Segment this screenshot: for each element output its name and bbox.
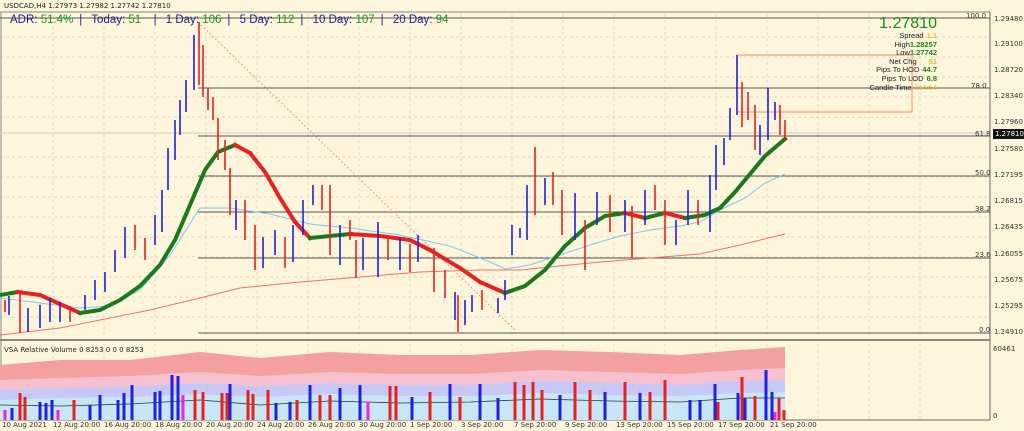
x-tick: 3 Sep 20:00 [461, 421, 504, 429]
x-tick: 10 Aug 2021 [2, 421, 47, 429]
adr-bar: ADR: 51.4% | Today: 51 | 1 Day: 106 | 5 Da… [10, 14, 449, 26]
x-tick: 15 Sep 20:00 [667, 421, 714, 429]
y-tick: 1.28340 [994, 92, 1023, 100]
y-tick: 1.26055 [994, 250, 1023, 258]
day5-value: 112 [276, 14, 295, 26]
fib-levels [0, 17, 990, 334]
vsa-indicator-title: VSA Relative Volume 0 8253 0 0 0 8253 [4, 346, 144, 354]
fib-label-78: 78.0 [971, 82, 987, 90]
fib-label-0: 0.0 [979, 326, 991, 334]
lod-label: Pips To LOD [881, 73, 924, 83]
candle-label: Candle Time [869, 82, 912, 92]
y-tick: 1.26815 [994, 197, 1023, 205]
symbol-ohlc: USDCAD,H4 1.27973 1.27982 1.27742 1.2781… [4, 2, 171, 10]
current-price: 1.27810 [879, 15, 937, 32]
lod-value: 6.8 [926, 73, 937, 83]
today-label: Today: [91, 14, 126, 26]
netchg-label: Net Chg [889, 56, 917, 66]
adr-label: ADR: [10, 14, 38, 26]
x-tick: 21 Sep 20:00 [770, 421, 817, 429]
low-value: 1.27742 [909, 48, 937, 58]
price-bars [4, 22, 786, 333]
high-value: 1.28257 [909, 39, 937, 49]
vsa-axis-min: 0 [993, 412, 998, 420]
y-tick: 1.29100 [994, 40, 1023, 48]
fib-label-100: 100.0 [966, 12, 987, 20]
fib-label-38: 38.2 [975, 205, 991, 213]
x-tick: 12 Aug 20:00 [53, 421, 101, 429]
day20-label: 20 Day: [392, 14, 433, 26]
day10-value: 107 [355, 14, 375, 26]
x-tick: 17 Sep 20:00 [718, 421, 765, 429]
volume-bars [3, 370, 786, 420]
day1-value: 106 [202, 14, 222, 26]
trend-ma [0, 136, 788, 316]
today-value: 51 [128, 14, 142, 26]
x-tick: 26 Aug 20:00 [308, 421, 356, 429]
hod-label: Pips To HOD [876, 65, 920, 75]
y-tick: 1.28720 [994, 66, 1023, 74]
hod-value: 44.7 [922, 65, 937, 75]
day1-label: 1 Day: [165, 14, 200, 26]
y-tick: 1.26435 [994, 223, 1023, 231]
x-tick: 20 Aug 20:00 [206, 421, 254, 429]
x-tick: 18 Aug 20:00 [155, 421, 203, 429]
fib-label-61: 61.8 [975, 130, 991, 138]
info-panel: 1.27810 Spread 1.1 High1.28257 Low1.27742… [870, 16, 938, 92]
y-tick: 1.24910 [994, 328, 1023, 336]
x-tick: 30 Aug 20:00 [359, 421, 407, 429]
x-tick: 7 Sep 20:00 [514, 421, 557, 429]
vsa-axis-max: 60461 [993, 345, 1016, 353]
adr-value: 51.4% [40, 14, 74, 26]
fib-label-50: 50.0 [975, 169, 991, 177]
y-tick: 1.27960 [994, 118, 1023, 126]
low-label: Low [896, 48, 910, 58]
x-tick: 13 Sep 20:00 [616, 421, 663, 429]
day5-label: 5 Day: [239, 14, 273, 26]
day10-label: 10 Day: [312, 14, 353, 26]
high-label: High [894, 39, 910, 49]
netchg-value: 51 [928, 56, 937, 66]
candle-value: 114:54 [914, 82, 937, 92]
x-tick: 9 Sep 20:00 [565, 421, 608, 429]
x-tick: 16 Aug 20:00 [104, 421, 152, 429]
y-tick: 1.27580 [994, 145, 1023, 153]
x-tick: 1 Sep 20:00 [410, 421, 453, 429]
y-tick: 1.27195 [994, 171, 1023, 179]
spread-label: Spread [899, 31, 924, 40]
current-price-tag: 1.27810 [993, 129, 1024, 139]
spread-value: 1.1 [926, 31, 937, 40]
x-tick: 24 Aug 20:00 [257, 421, 305, 429]
day20-value: 94 [435, 14, 449, 26]
fib-label-23: 23.6 [975, 251, 991, 259]
y-tick: 1.29480 [994, 15, 1023, 23]
y-tick: 1.25675 [994, 276, 1023, 284]
y-tick: 1.25295 [994, 302, 1023, 310]
